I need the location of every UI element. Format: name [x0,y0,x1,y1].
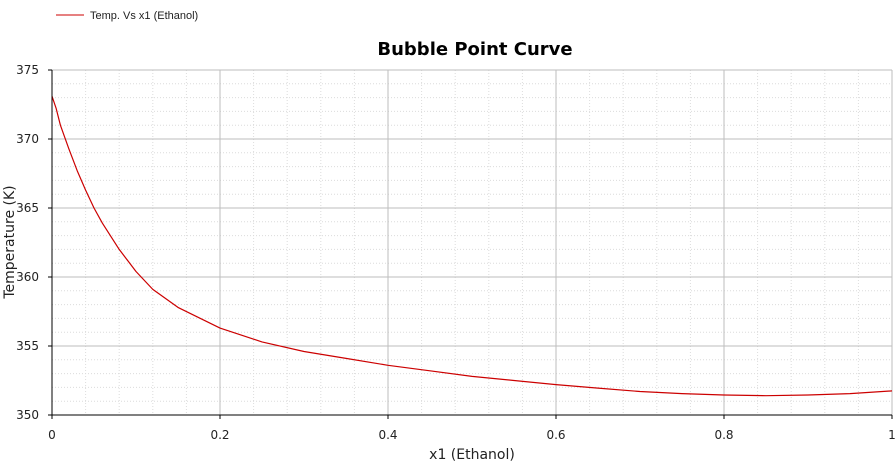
y-tick-label: 370 [16,132,39,146]
y-tick-label: 355 [16,339,39,353]
chart-title: Bubble Point Curve [377,39,572,60]
legend-label: Temp. Vs x1 (Ethanol) [90,10,198,22]
y-tick-label: 375 [16,63,39,77]
major-grid [52,69,893,415]
y-axis-label: Temperature (K) [2,185,18,299]
legend: Temp. Vs x1 (Ethanol) [56,10,198,22]
x-tick-label: 1 [888,428,896,442]
minor-grid [52,70,892,415]
x-tick-label: 0.4 [378,428,397,442]
x-tick-label: 0.8 [714,428,733,442]
y-tick-label: 350 [16,408,39,422]
plot-background [52,70,892,415]
plot-area [51,69,893,416]
y-axis-ticks: 350 355 360 365 370 375 [16,63,52,422]
x-tick-label: 0.6 [546,428,565,442]
x-axis-label: x1 (Ethanol) [429,447,515,463]
x-axis-ticks: 0 0.2 0.4 0.6 0.8 1 [48,415,896,442]
x-tick-label: 0.2 [210,428,229,442]
series-layer [51,96,893,397]
series-line [51,96,893,397]
y-tick-label: 365 [16,201,39,215]
x-tick-label: 0 [48,428,56,442]
y-tick-label: 360 [16,270,39,284]
